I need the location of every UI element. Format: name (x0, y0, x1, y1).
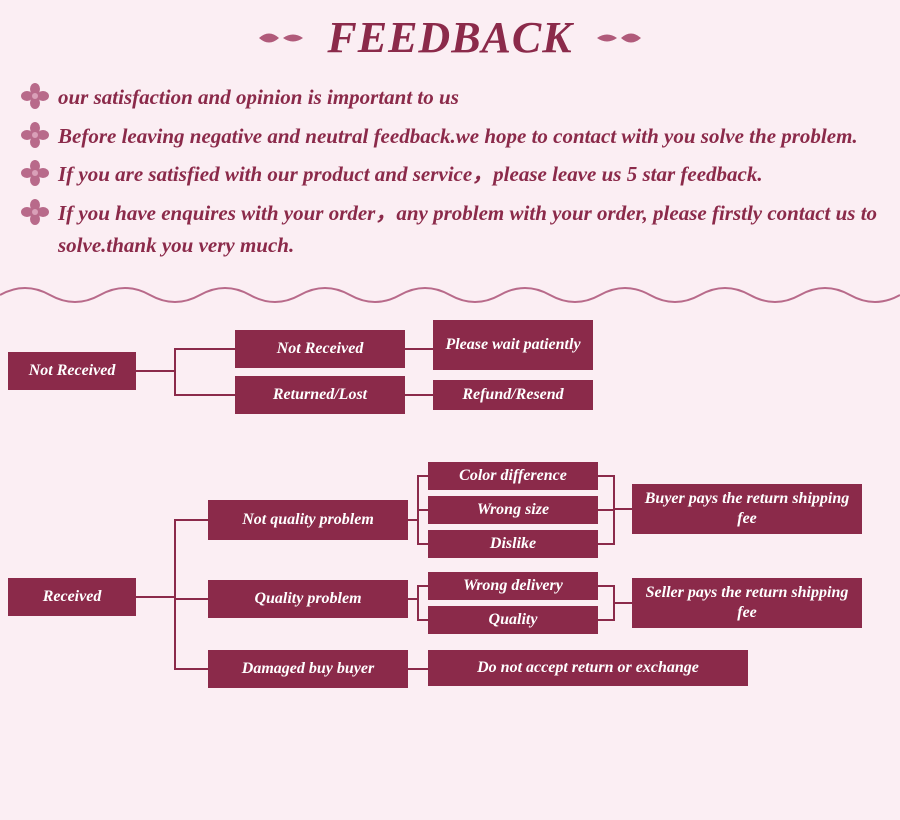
leaf-left-icon (257, 27, 307, 56)
flow-node-nq_size: Wrong size (428, 496, 598, 524)
bullet-item: Before leaving negative and neutral feed… (20, 120, 880, 153)
feedback-flowchart: Not Received Not Received Returned/Lost Ple… (0, 320, 900, 720)
flow-node-not_received_root: Not Received (8, 352, 136, 390)
page-title: FEEDBACK (0, 0, 900, 63)
title-text: FEEDBACK (327, 13, 572, 62)
bullet-text: Before leaving negative and neutral feed… (58, 120, 880, 153)
flow-node-r_not_quality: Not quality problem (208, 500, 408, 540)
bullet-text: If you have enquires with your order，any… (58, 197, 880, 262)
divider-ornament (0, 280, 900, 310)
flow-node-nq_color: Color difference (428, 462, 598, 490)
flow-node-nq_result: Buyer pays the return shipping fee (632, 484, 862, 534)
flow-node-nr_wait: Please wait patiently (433, 320, 593, 370)
flow-node-nq_dislike: Dislike (428, 530, 598, 558)
flower-icon (20, 83, 50, 109)
flow-node-nr_not_received: Not Received (235, 330, 405, 368)
flow-node-q_quality: Quality (428, 606, 598, 634)
flower-icon (20, 160, 50, 186)
leaf-right-icon (593, 27, 643, 56)
flow-node-r_damaged: Damaged buy buyer (208, 650, 408, 688)
flow-node-q_result: Seller pays the return shipping fee (632, 578, 862, 628)
flow-node-d_result: Do not accept return or exchange (428, 650, 748, 686)
bullet-item: If you are satisfied with our product an… (20, 158, 880, 191)
bullet-item: our satisfaction and opinion is importan… (20, 81, 880, 114)
flow-node-received_root: Received (8, 578, 136, 616)
bullet-text: our satisfaction and opinion is importan… (58, 81, 880, 114)
bullet-list: our satisfaction and opinion is importan… (20, 81, 880, 262)
flow-node-nr_refund: Refund/Resend (433, 380, 593, 410)
flow-node-q_wrong: Wrong delivery (428, 572, 598, 600)
flower-icon (20, 122, 50, 148)
flow-node-r_quality: Quality problem (208, 580, 408, 618)
bullet-item: If you have enquires with your order，any… (20, 197, 880, 262)
flow-node-nr_returned: Returned/Lost (235, 376, 405, 414)
flower-icon (20, 199, 50, 225)
bullet-text: If you are satisfied with our product an… (58, 158, 880, 191)
